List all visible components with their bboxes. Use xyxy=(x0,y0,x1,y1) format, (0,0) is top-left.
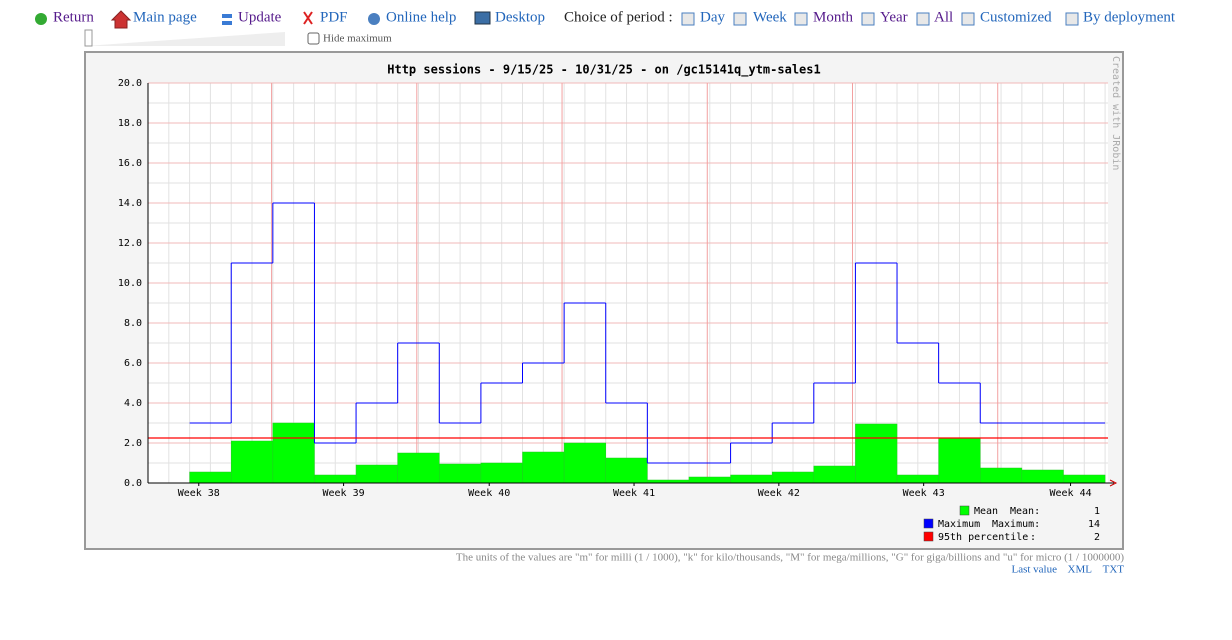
legend-stat-value: 2 xyxy=(1094,532,1100,543)
update-icon xyxy=(222,14,232,25)
slider-track xyxy=(85,32,285,46)
bar xyxy=(230,440,274,484)
bar xyxy=(355,464,398,484)
bar xyxy=(1021,469,1064,484)
toolbar-link[interactable]: Online help xyxy=(386,9,456,25)
period-link[interactable]: All xyxy=(934,9,953,25)
legend-stat-label: Mean: xyxy=(1010,506,1040,517)
bar xyxy=(688,476,731,484)
toolbar-link[interactable]: Desktop xyxy=(495,9,545,25)
units-note: The units of the values are "m" for mill… xyxy=(456,552,1124,564)
period-link[interactable]: By deployment xyxy=(1083,9,1176,25)
period-link[interactable]: Month xyxy=(813,9,854,25)
legend-label: Mean xyxy=(974,506,998,517)
bar xyxy=(522,451,565,484)
x-tick-label: Week 44 xyxy=(1049,488,1091,499)
bar xyxy=(605,457,648,484)
footer-link[interactable]: XML xyxy=(1068,564,1093,576)
y-tick-label: 16.0 xyxy=(118,158,142,169)
bar xyxy=(813,465,856,484)
x-tick-label: Week 40 xyxy=(468,488,510,499)
bar xyxy=(272,422,315,484)
y-tick-label: 14.0 xyxy=(118,198,142,209)
bar xyxy=(480,462,523,484)
bar xyxy=(397,452,440,484)
y-tick-label: 8.0 xyxy=(124,318,142,329)
bar xyxy=(439,463,482,484)
bar xyxy=(314,474,357,484)
return-icon xyxy=(35,13,47,25)
hide-maximum-checkbox[interactable] xyxy=(307,32,320,45)
toolbar-link[interactable]: PDF xyxy=(320,9,348,25)
period-icons xyxy=(681,12,1079,26)
legend-stat-value: 14 xyxy=(1088,519,1100,530)
legend-stat-label: Maximum: xyxy=(992,519,1040,530)
footer-link[interactable]: TXT xyxy=(1103,564,1125,576)
bar xyxy=(771,471,815,484)
y-tick-label: 2.0 xyxy=(124,438,142,449)
y-tick-label: 12.0 xyxy=(118,238,142,249)
x-tick-label: Week 38 xyxy=(178,488,220,499)
desktop-icon xyxy=(474,11,491,25)
x-tick-label: Week 42 xyxy=(758,488,800,499)
period-label: Choice of period : xyxy=(564,9,673,25)
bar xyxy=(938,437,981,484)
toolbar-link[interactable]: Update xyxy=(238,9,282,25)
slider-handle[interactable] xyxy=(84,29,93,47)
period-link[interactable]: Customized xyxy=(980,9,1052,25)
y-tick-label: 18.0 xyxy=(118,118,142,129)
period-link[interactable]: Year xyxy=(880,9,908,25)
bar xyxy=(979,467,1023,484)
hide-maximum-label: Hide maximum xyxy=(323,33,392,45)
bar xyxy=(1063,474,1106,484)
y-tick-label: 6.0 xyxy=(124,358,142,369)
y-tick-label: 10.0 xyxy=(118,278,142,289)
watermark: Created with JRobin xyxy=(1110,56,1121,170)
home-icon xyxy=(110,10,132,29)
period-link[interactable]: Week xyxy=(753,9,787,25)
pdf-icon xyxy=(303,11,313,25)
help-icon xyxy=(368,13,380,25)
legend-swatch xyxy=(959,505,970,516)
legend-stat-label: : xyxy=(1030,532,1036,543)
legend-label: Maximum xyxy=(938,519,980,530)
y-tick-label: 20.0 xyxy=(118,78,142,89)
x-axis-arrow xyxy=(1109,479,1118,487)
toolbar-link[interactable]: Return xyxy=(53,9,94,25)
footer-link[interactable]: Last value xyxy=(1011,564,1057,576)
bar xyxy=(896,474,939,484)
chart-title: Http sessions - 9/15/25 - 10/31/25 - on … xyxy=(387,63,820,78)
toolbar-link[interactable]: Main page xyxy=(133,9,197,25)
y-tick-label: 0.0 xyxy=(124,478,142,489)
period-link[interactable]: Day xyxy=(700,9,725,25)
bar xyxy=(855,423,898,484)
bar xyxy=(730,474,773,484)
bar xyxy=(563,442,606,484)
y-tick-label: 4.0 xyxy=(124,398,142,409)
legend-label: 95th percentile xyxy=(938,532,1028,543)
x-tick-label: Week 43 xyxy=(903,488,945,499)
legend-swatch xyxy=(923,531,934,542)
legend-swatch xyxy=(923,518,934,529)
x-tick-label: Week 41 xyxy=(613,488,655,499)
bar xyxy=(189,471,232,484)
legend-stat-value: 1 xyxy=(1094,506,1100,517)
x-tick-label: Week 39 xyxy=(323,488,365,499)
